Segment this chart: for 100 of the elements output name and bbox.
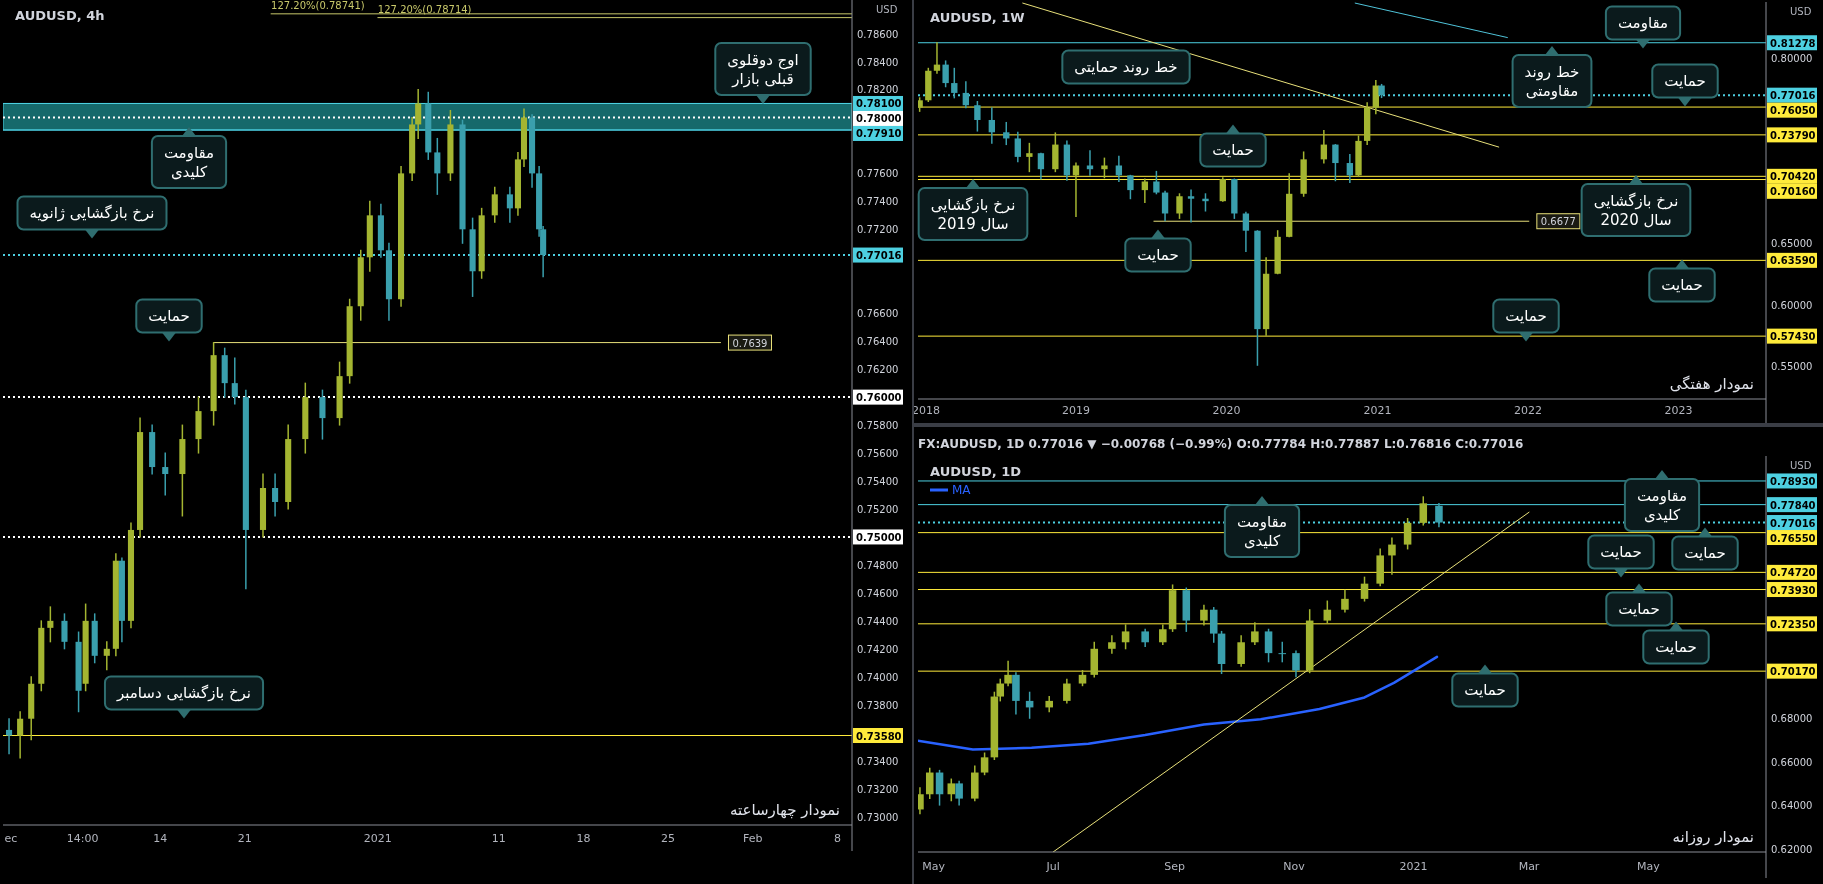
y-tick-label: 0.75400 [857, 476, 899, 488]
ref-line-label: 0.78930 [1770, 475, 1816, 487]
candlestick [1200, 604, 1208, 627]
candlestick [1341, 588, 1349, 614]
candlestick [1237, 634, 1245, 668]
y-tick-label: 0.76400 [857, 336, 899, 348]
annotation: خط روند حمایتی [1074, 58, 1178, 76]
candlestick [506, 186, 513, 224]
ref-line-label: 0.74720 [1770, 567, 1816, 579]
ref-line-label: 0.70420 [1770, 171, 1816, 183]
candlestick [103, 640, 110, 672]
x-tick-label: 25 [661, 832, 676, 845]
annotation: حمایت [1655, 638, 1697, 656]
ref-line-label: 0.76550 [1770, 532, 1816, 544]
annotation: حمایت [1137, 246, 1179, 264]
y-tick-label: 0.62000 [1771, 843, 1813, 855]
candlestick [1187, 188, 1195, 224]
candlestick [1161, 190, 1169, 223]
annotation: حمایت [1618, 600, 1660, 618]
y-tick-label: 0.74400 [857, 615, 899, 627]
annotation: نرخ بازگشایی سال 2019 [930, 195, 1016, 233]
y-tick-label: 0.77600 [857, 168, 899, 180]
data-label: 0.6677 [1540, 216, 1576, 228]
candlestick [1435, 502, 1443, 529]
candlestick [1153, 170, 1160, 196]
x-tick-label: Nov [1283, 860, 1306, 873]
annotation: حمایت [1664, 72, 1706, 90]
annotation: حمایت [1600, 543, 1642, 561]
x-tick-label: 2022 [1514, 404, 1543, 417]
data-label: 0.7639 [732, 337, 768, 349]
x-tick-label: 2019 [1061, 404, 1090, 417]
chart-subtitle: FX:AUDUSD, 1D 0.77016 ▼ −0.00768 (−0.99%) O:0.77784 H:0.77887 L:0.76816 C:0.77016 [918, 437, 1524, 451]
candlestick [1159, 623, 1167, 646]
candlestick [955, 779, 963, 807]
candlestick [6, 717, 13, 755]
ref-line-label: 0.77016 [856, 250, 902, 262]
x-tick-label: 11 [491, 832, 506, 845]
x-tick-label: 2021 [1399, 860, 1428, 873]
ref-line-label: 0.73580 [856, 730, 902, 742]
ref-line-label: 0.73930 [1770, 584, 1816, 596]
text: MA [952, 483, 972, 497]
candlestick [933, 41, 941, 75]
x-tick-label: 2021 [363, 832, 392, 845]
x-tick-label: 2018 [912, 404, 940, 417]
x-tick-label: 14 [153, 832, 168, 845]
y-tick-label: 0.74600 [857, 587, 899, 599]
candlestick [1086, 149, 1094, 177]
candlestick [1388, 536, 1396, 576]
x-tick-label: 8 [833, 832, 841, 845]
ref-line-label: 0.77016 [1770, 90, 1816, 102]
candlestick [1403, 517, 1412, 551]
y-tick-label: 0.75600 [857, 448, 899, 460]
annotation: خط روند مقاومتی [1524, 62, 1580, 100]
text: AUDUSD, 1W [930, 10, 1025, 25]
x-tick-label: 2021 [1363, 404, 1392, 417]
y-tick-label: 0.78400 [857, 56, 899, 68]
candlestick [935, 769, 944, 807]
x-tick-label: May [1637, 860, 1661, 873]
candlestick [17, 710, 24, 760]
x-tick-label: 18 [576, 832, 591, 845]
y-tick-label: 0.65000 [1771, 238, 1813, 249]
candlestick [1063, 677, 1071, 705]
candlestick [1003, 121, 1010, 146]
candlestick [1323, 599, 1332, 624]
annotation: مقاومت کلیدی [1236, 512, 1288, 550]
y-tick-label: 0.73800 [857, 699, 899, 711]
y-tick-label: 0.68000 [1771, 713, 1813, 725]
y-tick-label: 0.74200 [857, 643, 899, 655]
candlestick [1121, 623, 1130, 651]
candlestick [1176, 192, 1183, 220]
candlestick [61, 612, 68, 651]
candlestick [1419, 495, 1428, 527]
legend-label: 0.70160 [1770, 186, 1816, 198]
ref-line-label: 0.70170 [1770, 666, 1816, 678]
x-tick-label: May [922, 860, 946, 873]
candlestick [942, 59, 949, 89]
candlestick [1127, 174, 1134, 200]
ref-line-label: 0.77016 [1770, 517, 1816, 529]
candlestick [1360, 575, 1369, 603]
x-tick-label: Sep [1164, 860, 1185, 873]
candlestick [1219, 176, 1226, 203]
ref-line-label: 0.78100 [856, 98, 902, 110]
x-tick-label: 2023 [1664, 404, 1693, 417]
y-tick-label: 0.74800 [857, 559, 899, 571]
ref-line-label: 0.72350 [1770, 618, 1816, 630]
ref-line-label: 0.75000 [856, 531, 902, 543]
candlestick [1278, 641, 1287, 664]
candlestick [925, 766, 934, 800]
candlestick [272, 472, 279, 518]
candlestick [1141, 628, 1149, 648]
annotation: اوج دوقلوی قبلی بازار [727, 50, 799, 88]
y-tick-label: 0.77200 [857, 224, 899, 236]
candlestick [1026, 142, 1033, 173]
annotation: نمودار هفتگی [1669, 375, 1754, 393]
ref-line-label: 0.77840 [1770, 499, 1816, 511]
candlestick [1072, 161, 1080, 218]
y-tick-label: 0.76200 [857, 364, 899, 376]
ref-line-label: 0.78000 [856, 113, 902, 125]
annotation: مقاومت [1617, 14, 1669, 32]
annotation: حمایت [1684, 544, 1726, 562]
